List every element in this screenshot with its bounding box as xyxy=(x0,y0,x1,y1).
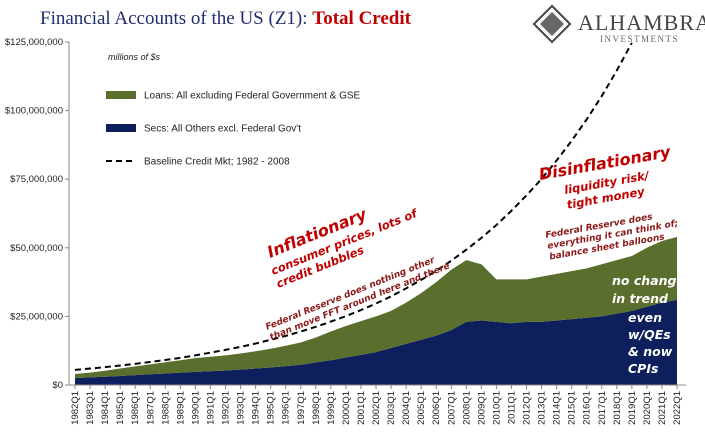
title-highlight: Total Credit xyxy=(312,8,411,29)
legend-swatch xyxy=(106,91,136,99)
x-tick-label: 2000Q1 xyxy=(341,391,352,425)
x-tick-label: 2001Q1 xyxy=(356,391,367,425)
area xyxy=(75,299,677,385)
x-tick-label: 2020Q1 xyxy=(642,391,653,425)
x-tick-label: 1997Q1 xyxy=(296,391,307,425)
x-tick-label: 1999Q1 xyxy=(326,391,337,425)
x-tick-label: 2015Q1 xyxy=(567,391,578,425)
x-tick-label: 2004Q1 xyxy=(401,391,412,425)
x-tick-label: 1985Q1 xyxy=(115,391,126,425)
legend-label: Secs: All Others excl. Federal Gov't xyxy=(144,124,301,135)
legend-label: Loans: All excluding Federal Government … xyxy=(144,91,361,102)
x-tick-label: 1989Q1 xyxy=(175,391,186,425)
annotation: even xyxy=(628,310,662,325)
x-tick-label: 2014Q1 xyxy=(552,391,563,425)
annotation: in trend xyxy=(612,291,669,306)
annotation: w/QEs xyxy=(628,327,671,342)
x-tick-label: 1990Q1 xyxy=(190,391,201,425)
x-tick-label: 1988Q1 xyxy=(160,391,171,425)
x-tick-label: 1994Q1 xyxy=(251,391,262,425)
plot-area xyxy=(74,42,677,385)
y-tick-label: $100,000,000 xyxy=(5,106,63,117)
y-tick-label: $75,000,000 xyxy=(10,174,63,185)
annotation: CPIs xyxy=(628,361,658,376)
x-tick-label: 2012Q1 xyxy=(522,391,533,425)
x-tick-label: 1983Q1 xyxy=(85,391,96,425)
x-tick-label: 1984Q1 xyxy=(100,391,111,425)
x-tick-label: 2007Q1 xyxy=(446,391,457,425)
annotation: & now xyxy=(628,344,673,359)
x-tick-label: 1995Q1 xyxy=(266,391,277,425)
x-tick-label: 2019Q1 xyxy=(627,391,638,425)
x-tick-label: 1998Q1 xyxy=(311,391,322,425)
x-tick-label: 2013Q1 xyxy=(537,391,548,425)
x-tick-label: 2022Q1 xyxy=(672,391,683,425)
x-tick-label: 2016Q1 xyxy=(582,391,593,425)
logo-icon xyxy=(532,4,572,44)
chart-title: Financial Accounts of the US (Z1): Total… xyxy=(40,8,412,29)
x-tick-label: 1993Q1 xyxy=(236,391,247,425)
y-tick-label: $0 xyxy=(52,380,63,391)
legend-label: Baseline Credit Mkt; 1982 - 2008 xyxy=(144,157,290,168)
annotation: no change xyxy=(612,273,685,288)
x-tick-label: 2009Q1 xyxy=(476,391,487,425)
x-tick-label: 1986Q1 xyxy=(130,391,141,425)
x-tick-label: 2018Q1 xyxy=(612,391,623,425)
y-tick-label: $50,000,000 xyxy=(10,243,63,254)
y-tick-label: $25,000,000 xyxy=(10,311,63,322)
units-note: millions of $s xyxy=(108,52,161,62)
x-tick-label: 1991Q1 xyxy=(205,391,216,425)
x-tick-label: 1982Q1 xyxy=(70,391,81,425)
x-tick-label: 2005Q1 xyxy=(416,391,427,425)
x-tick-label: 2010Q1 xyxy=(491,391,502,425)
x-tick-label: 2002Q1 xyxy=(371,391,382,425)
logo-subtext: INVESTMENTS xyxy=(600,34,679,44)
logo-inner xyxy=(540,12,564,36)
logo-text: ALHAMBRA xyxy=(578,10,705,35)
title-main: Financial Accounts of the US (Z1): xyxy=(40,8,312,29)
logo-diamond xyxy=(532,4,572,44)
x-tick-label: 2008Q1 xyxy=(461,391,472,425)
x-tick-label: 2011Q1 xyxy=(506,391,517,424)
x-tick-label: 2006Q1 xyxy=(431,391,442,425)
y-tick-label: $125,000,000 xyxy=(5,37,63,48)
area xyxy=(75,236,677,379)
line xyxy=(74,42,633,371)
legend-swatch xyxy=(106,124,136,132)
x-tick-label: 1992Q1 xyxy=(221,391,232,425)
x-tick-label: 2021Q1 xyxy=(657,391,668,425)
x-tick-label: 2017Q1 xyxy=(597,391,608,425)
x-tick-label: 2003Q1 xyxy=(386,391,397,425)
x-tick-label: 1996Q1 xyxy=(281,391,292,425)
x-tick-label: 1987Q1 xyxy=(145,391,156,425)
